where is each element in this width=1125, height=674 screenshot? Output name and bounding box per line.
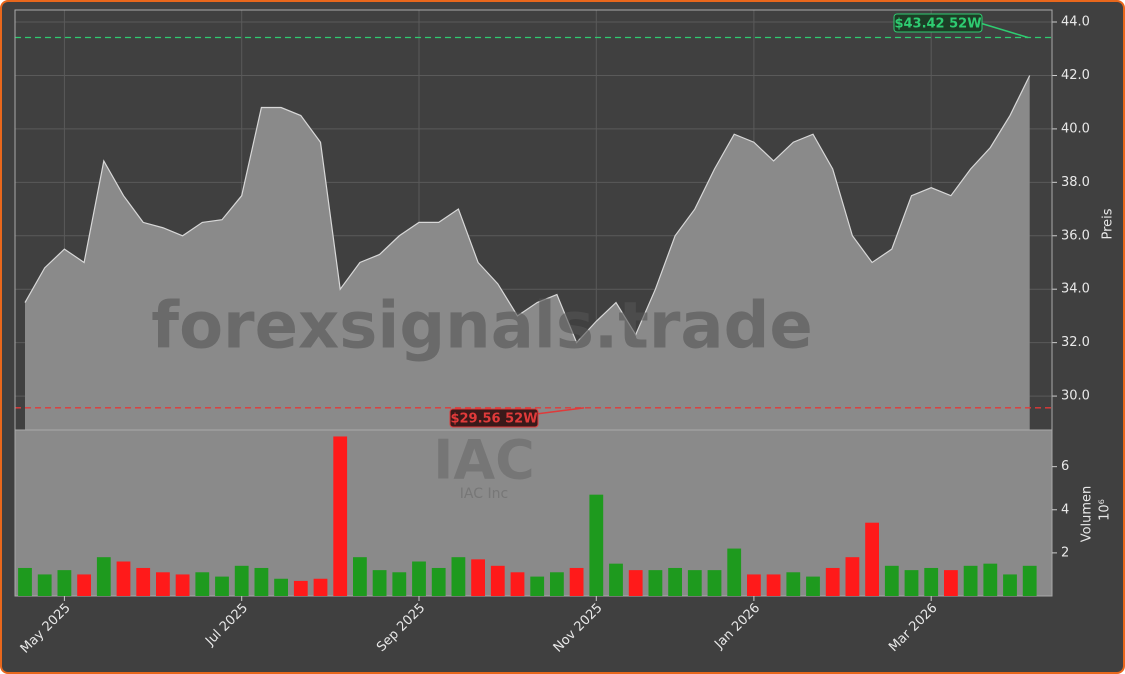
volume-bar — [924, 567, 939, 596]
y-tick-label: 36.0 — [1061, 228, 1090, 243]
volume-bar — [1022, 565, 1037, 596]
volume-bar — [431, 567, 446, 596]
y-tick-label: 30.0 — [1061, 389, 1090, 404]
volume-bar — [806, 576, 820, 596]
y-tick-label: 2 — [1061, 545, 1069, 560]
price-line — [24, 75, 1031, 344]
volume-bar — [904, 570, 919, 596]
volume-bar — [963, 565, 978, 596]
volume-bar — [668, 567, 682, 596]
volume-bar — [944, 570, 958, 596]
annotation-label: $29.56 52W — [450, 412, 537, 427]
volume-bar — [37, 574, 52, 596]
volume-bar — [313, 578, 328, 596]
volume-bar — [490, 565, 505, 596]
volume-bar — [451, 557, 466, 596]
volume-bar — [550, 572, 564, 596]
annotation-box — [893, 13, 983, 33]
volume-bar — [195, 572, 210, 596]
x-tick-label: May 2025 — [18, 601, 74, 657]
annotation-arrow — [979, 22, 1029, 39]
volume-bar — [392, 572, 407, 596]
y-tick-label: 34.0 — [1061, 282, 1090, 297]
x-tick-label: Sep 2025 — [374, 601, 428, 655]
volume-bar — [96, 557, 111, 596]
volume-bar — [254, 567, 269, 596]
volume-bar — [884, 565, 899, 596]
volume-bar — [136, 567, 151, 596]
x-tick-label: Jan 2026 — [711, 601, 763, 653]
volume-multiplier: 10⁶ — [1098, 499, 1113, 521]
volume-bar — [18, 567, 32, 596]
volume-bar — [628, 570, 643, 596]
volume-bar — [825, 567, 840, 596]
y-tick-label: 42.0 — [1061, 68, 1090, 83]
volume-bar — [333, 436, 348, 596]
volume-bar — [57, 570, 72, 596]
volume-bar — [865, 522, 879, 596]
price-area — [25, 75, 1030, 431]
volume-bar — [530, 576, 545, 596]
volume-bar — [274, 578, 288, 596]
volume-bar — [983, 563, 998, 596]
volume-bar — [648, 570, 663, 596]
annotation-box — [449, 408, 539, 428]
volume-bar — [510, 572, 525, 596]
volume-bar — [412, 561, 426, 596]
volume-bar — [845, 557, 860, 596]
volume-bar — [175, 574, 190, 596]
volume-bar — [1003, 574, 1017, 596]
y-tick-label: 40.0 — [1061, 121, 1090, 136]
y-tick-label: 32.0 — [1061, 335, 1090, 350]
ticker-watermark: IAC — [433, 429, 535, 492]
volume-bar — [234, 565, 249, 596]
x-tick-label: Mar 2026 — [886, 601, 940, 655]
price-outline — [14, 9, 1053, 431]
y-tick-label: 4 — [1061, 502, 1069, 517]
volume-panel — [14, 429, 1053, 597]
volume-bar — [727, 548, 742, 596]
volume-axis-label: Volumen — [1080, 486, 1095, 543]
x-tick-label: Nov 2025 — [551, 601, 606, 656]
y-tick-label: 44.0 — [1061, 15, 1090, 30]
volume-bar — [471, 559, 485, 596]
volume-bar — [766, 574, 781, 596]
volume-bar — [786, 572, 801, 596]
volume-bar — [687, 570, 702, 596]
x-tick-label: Jul 2025 — [202, 601, 251, 650]
volume-bar — [215, 576, 229, 596]
y-tick-label: 38.0 — [1061, 175, 1090, 190]
volume-bar — [707, 570, 722, 596]
volume-bar — [77, 574, 91, 596]
volume-bar — [116, 561, 131, 596]
watermark: forexsignals.trade — [151, 290, 813, 364]
plot-layer: 30.0 32.0 34.0 36.0 38.0 40.0 42.0 44.0 2 4 6 May 2… — [14, 9, 1090, 657]
y-tick-label: 6 — [1061, 459, 1069, 474]
volume-bar — [609, 563, 623, 596]
volume-bar — [353, 557, 367, 596]
volume-bar — [156, 572, 170, 596]
annotation-label: $43.42 52W — [894, 17, 981, 32]
y-axis-label: Preis — [1101, 208, 1116, 239]
volume-bar — [293, 580, 308, 596]
annotation-arrow — [535, 407, 585, 415]
volume-bar — [372, 570, 387, 596]
company-watermark: IAC Inc — [460, 486, 508, 502]
volume-bar — [569, 567, 584, 596]
volume-bar — [589, 494, 604, 596]
volume-bar — [747, 574, 761, 596]
